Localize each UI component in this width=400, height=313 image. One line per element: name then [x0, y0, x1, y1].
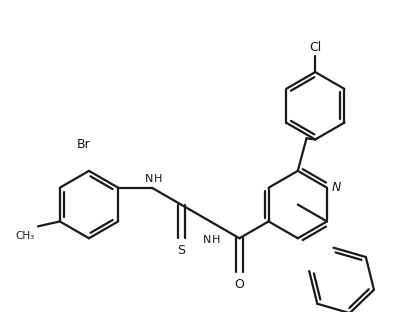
- Text: S: S: [177, 244, 185, 257]
- Text: N: N: [203, 235, 212, 245]
- Text: H: H: [212, 235, 221, 245]
- Text: CH₃: CH₃: [16, 231, 35, 241]
- Text: H: H: [154, 174, 162, 184]
- Text: Br: Br: [77, 138, 91, 151]
- Text: Cl: Cl: [309, 41, 321, 54]
- Text: N: N: [145, 174, 153, 184]
- Text: O: O: [234, 278, 244, 291]
- Text: N: N: [332, 181, 341, 194]
